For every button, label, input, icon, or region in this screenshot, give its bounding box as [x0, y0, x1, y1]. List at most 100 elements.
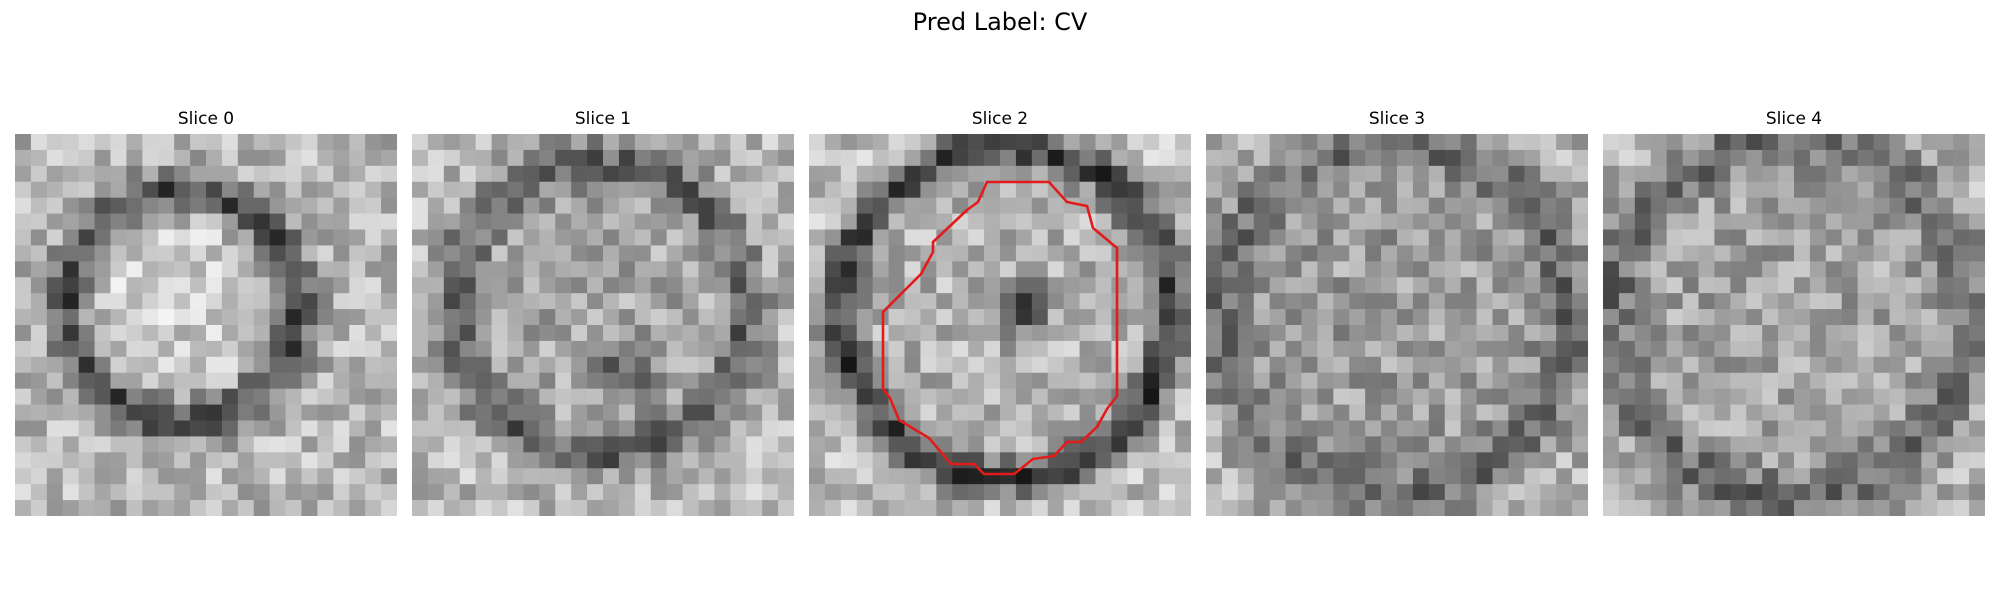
pixel-cell [158, 197, 175, 214]
pixel-cell [1953, 293, 1970, 310]
pixel-cell [698, 404, 715, 421]
pixel-cell [1412, 404, 1430, 421]
pixel-cell [1253, 277, 1271, 294]
pixel-cell [110, 468, 127, 485]
pixel-cell [301, 484, 318, 501]
pixel-cell [459, 404, 477, 421]
pixel-cell [491, 229, 508, 246]
pixel-cell [539, 277, 556, 294]
pixel-cell [1063, 149, 1080, 167]
pixel-cell [1618, 293, 1636, 310]
pixel-cell [507, 452, 524, 469]
pixel-cell [1857, 436, 1874, 453]
pixel-cell [1206, 181, 1223, 199]
pixel-cell [317, 165, 334, 183]
pixel-cell [317, 356, 334, 374]
pixel-cell [1143, 134, 1160, 151]
pixel-cell [1969, 436, 1985, 453]
pixel-cell [1460, 197, 1477, 214]
pixel-cell [253, 340, 271, 358]
pixel-cell [507, 213, 524, 230]
pixel-cell [269, 340, 286, 358]
pixel-cell [317, 500, 334, 516]
pixel-cell [507, 404, 524, 421]
pixel-cell [984, 245, 1001, 262]
pixel-cell [1079, 340, 1096, 358]
pixel-cell [936, 372, 953, 390]
pixel-cell [1285, 165, 1302, 183]
pixel-cell [459, 309, 477, 326]
pixel-cell [682, 261, 699, 278]
pixel-cell [587, 404, 604, 421]
pixel-cell [1937, 356, 1954, 374]
slice-title-1: Slice 1 [574, 109, 632, 129]
pixel-cell [1540, 309, 1557, 326]
pixel-cell [1476, 197, 1493, 214]
pixel-cell [349, 340, 366, 358]
pixel-cell [984, 213, 1001, 230]
pixel-cell [1492, 340, 1509, 358]
pixel-cell [603, 325, 620, 342]
pixel-cell [1618, 436, 1636, 453]
pixel-cell [1508, 340, 1525, 358]
pixel-cell [126, 372, 143, 390]
pixel-cell [285, 165, 302, 183]
pixel-cell [1873, 213, 1890, 230]
pixel-cell [365, 452, 382, 469]
pixel-cell [62, 229, 80, 246]
pixel-cell [587, 293, 604, 310]
pixel-cell [30, 134, 48, 151]
pixel-cell [1508, 325, 1525, 342]
pixel-cell [475, 165, 492, 183]
pixel-cell [1572, 436, 1588, 453]
pixel-cell [1349, 372, 1366, 390]
pixel-cell [1841, 261, 1859, 278]
pixel-cell [301, 181, 318, 199]
pixel-cell [1634, 229, 1652, 246]
pixel-cell [1476, 452, 1493, 469]
pixel-cell [571, 468, 588, 485]
pixel-cell [1015, 213, 1033, 230]
pixel-cell [872, 404, 889, 421]
slice-panel-2: Slice 2 [809, 106, 1191, 518]
pixel-cell [746, 149, 763, 167]
pixel-cell [269, 420, 286, 437]
pixel-cell [491, 452, 508, 469]
pixel-cell [94, 261, 111, 278]
pixel-cell [15, 229, 32, 246]
pixel-cell [920, 213, 937, 230]
pixel-cell [1825, 309, 1843, 326]
pixel-cell [936, 181, 953, 199]
pixel-cell [1905, 229, 1922, 246]
pixel-cell [269, 372, 286, 390]
pixel-cell [1221, 500, 1239, 516]
pixel-cell [94, 468, 111, 485]
pixel-cell [1333, 420, 1350, 437]
pixel-cell [381, 149, 397, 167]
pixel-cell [1349, 293, 1366, 310]
pixel-cell [1937, 325, 1954, 342]
pixel-cell [555, 165, 572, 183]
pixel-cell [1937, 293, 1954, 310]
pixel-cell [856, 340, 874, 358]
pixel-cell [1524, 293, 1541, 310]
pixel-cell [1905, 261, 1922, 278]
pixel-cell [1794, 261, 1811, 278]
pixel-cell [349, 181, 366, 199]
pixel-cell [1556, 484, 1573, 501]
pixel-cell [1762, 325, 1779, 342]
pixel-cell [539, 245, 556, 262]
pixel-cell [126, 500, 143, 516]
pixel-cell [1159, 165, 1176, 183]
pixel-cell [221, 484, 239, 501]
pixel-cell [1127, 149, 1144, 167]
pixel-cell [221, 293, 239, 310]
pixel-cell [110, 277, 127, 294]
pixel-cell [555, 309, 572, 326]
pixel-cell [698, 165, 715, 183]
pixel-cell [1953, 197, 1970, 214]
pixel-cell [1618, 149, 1636, 167]
pixel-cell [571, 388, 588, 405]
pixel-cell [412, 436, 429, 453]
pixel-cell [1841, 277, 1859, 294]
